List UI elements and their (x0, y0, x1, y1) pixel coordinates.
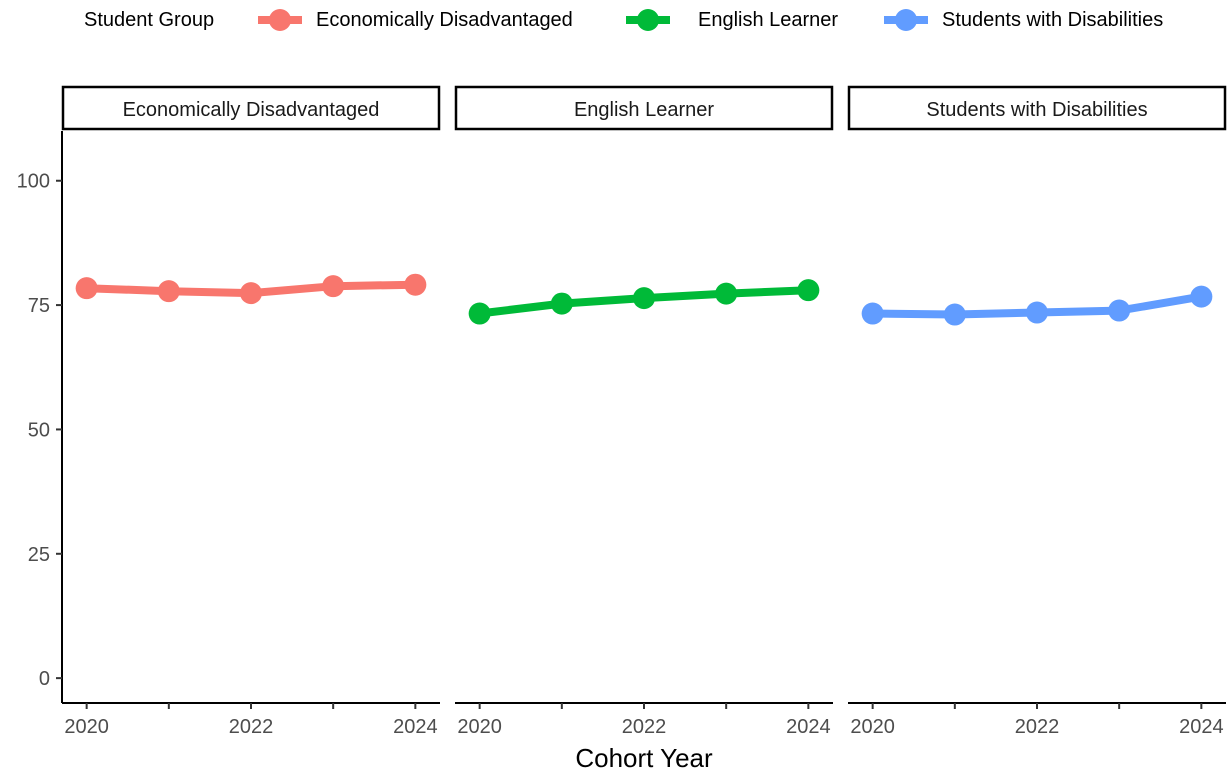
data-point (550, 292, 573, 315)
panel-english-learner: English Learner 2020 2022 2024 (454, 85, 834, 738)
facet-strip-label: English Learner (574, 99, 714, 121)
legend-key-point (895, 9, 917, 31)
y-tick-label: 25 (28, 544, 50, 566)
data-point (404, 273, 427, 296)
data-point (157, 280, 180, 303)
legend-entry-students-with-disabilities: Students with Disabilities (884, 9, 1163, 31)
y-tick-label: 50 (28, 419, 50, 441)
panel-economically-disadvantaged: Economically Disadvantaged 2020 2022 2024 (61, 85, 441, 738)
facet-strip (847, 85, 1227, 131)
facet-strip-label: Students with Disabilities (926, 99, 1147, 121)
x-tick-label: 2024 (1179, 716, 1224, 738)
data-point (861, 302, 884, 325)
x-axis-title: Cohort Year (575, 743, 713, 773)
x-tick-label: 2020 (457, 716, 502, 738)
legend-entry-economically-disadvantaged: Economically Disadvantaged (258, 9, 573, 31)
data-point (797, 279, 820, 302)
x-tick-label: 2022 (1015, 716, 1060, 738)
y-tick-label: 100 (17, 171, 50, 193)
facet-strip (454, 85, 834, 131)
data-point (715, 282, 738, 305)
x-tick-label: 2022 (229, 716, 274, 738)
legend-title: Student Group (84, 9, 214, 31)
facet-strip (61, 85, 441, 131)
legend-key-point (269, 9, 291, 31)
legend-entries: Economically Disadvantaged English Learne… (258, 9, 1163, 31)
y-tick-label: 0 (39, 668, 50, 690)
data-point (75, 277, 98, 300)
data-point (322, 275, 345, 298)
legend-entry-english-learner: English Learner (626, 9, 838, 31)
legend-label: English Learner (698, 9, 838, 31)
data-point (468, 302, 491, 325)
data-point (1108, 299, 1131, 322)
panel-students-with-disabilities: Students with Disabilities 2020 2022 2024 (847, 85, 1227, 738)
x-tick-label: 2020 (850, 716, 895, 738)
y-axis: 0 25 50 75 100 (17, 131, 63, 703)
legend-key-point (637, 9, 659, 31)
data-point (1190, 285, 1213, 308)
legend-label: Students with Disabilities (942, 9, 1163, 31)
x-tick-label: 2024 (786, 716, 831, 738)
y-tick-label: 75 (28, 295, 50, 317)
x-tick-label: 2022 (622, 716, 667, 738)
legend: Student Group Economically Disadvantaged… (84, 9, 1163, 31)
facet-strip-label: Economically Disadvantaged (123, 99, 380, 121)
data-point (943, 303, 966, 326)
data-point (1026, 301, 1048, 324)
data-point (240, 282, 262, 305)
data-point (633, 287, 655, 310)
x-tick-label: 2020 (64, 716, 109, 738)
x-tick-label: 2024 (393, 716, 438, 738)
legend-label: Economically Disadvantaged (316, 9, 573, 31)
